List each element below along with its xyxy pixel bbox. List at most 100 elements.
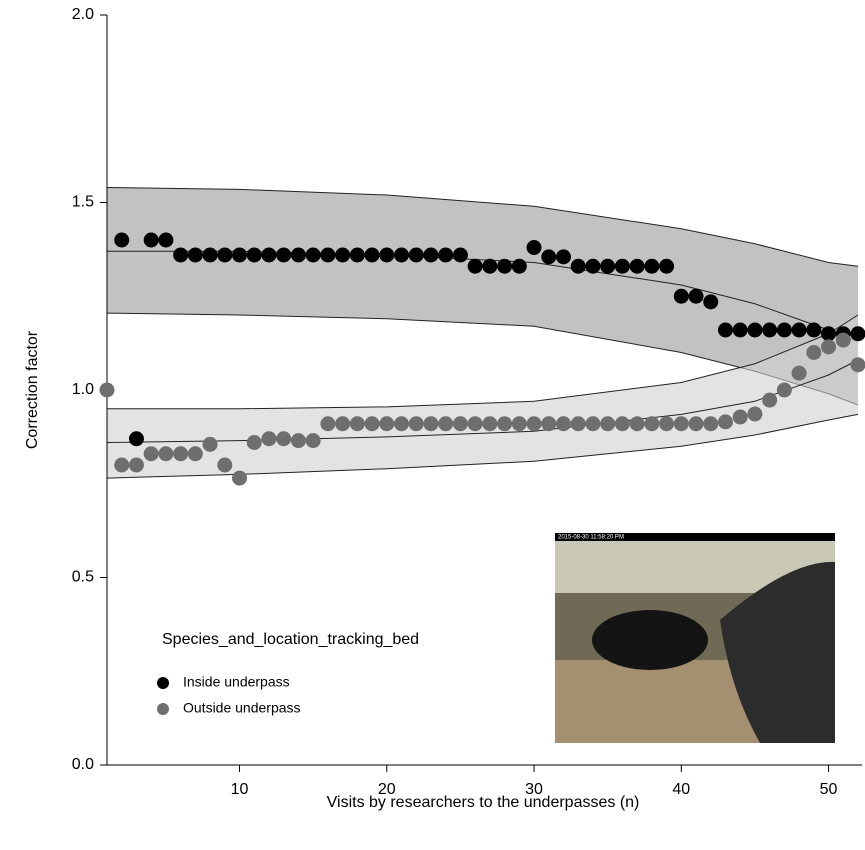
data-point (100, 383, 115, 398)
data-point (291, 433, 306, 448)
data-point (203, 437, 218, 452)
data-point (806, 323, 821, 338)
data-point (423, 248, 438, 263)
data-point (158, 233, 173, 248)
data-point (144, 446, 159, 461)
data-point (320, 248, 335, 263)
data-point (350, 248, 365, 263)
data-point (423, 416, 438, 431)
data-point (792, 323, 807, 338)
data-point (247, 435, 262, 450)
data-point (615, 259, 630, 274)
data-point (217, 248, 232, 263)
data-point (335, 248, 350, 263)
data-point (585, 416, 600, 431)
x-tick-label: 10 (231, 781, 249, 798)
data-point (821, 339, 836, 354)
x-axis-label: Visits by researchers to the underpasses… (327, 794, 640, 811)
data-point (615, 416, 630, 431)
data-point (806, 345, 821, 360)
data-point (129, 458, 144, 473)
data-point (261, 248, 276, 263)
data-point (571, 259, 586, 274)
data-point (527, 416, 542, 431)
data-point (703, 416, 718, 431)
inset-photo: 2015-08-30 11:58:20 PM (555, 533, 835, 743)
data-point (851, 326, 865, 341)
data-point (438, 248, 453, 263)
data-point (173, 446, 188, 461)
data-point (777, 323, 792, 338)
data-point (306, 248, 321, 263)
data-point (482, 416, 497, 431)
legend-label: Inside underpass (183, 674, 290, 690)
data-point (409, 248, 424, 263)
legend-marker (157, 703, 169, 715)
data-point (144, 233, 159, 248)
data-point (762, 323, 777, 338)
data-point (276, 431, 291, 446)
x-tick-label: 40 (672, 781, 690, 798)
data-point (379, 248, 394, 263)
data-point (541, 249, 556, 264)
data-point (659, 259, 674, 274)
photo-bear (592, 610, 708, 670)
data-point (188, 248, 203, 263)
y-tick-label: 0.5 (72, 569, 94, 586)
data-point (468, 416, 483, 431)
data-point (718, 414, 733, 429)
data-point (438, 416, 453, 431)
data-point (836, 333, 851, 348)
data-point (158, 446, 173, 461)
data-point (365, 416, 380, 431)
data-point (232, 471, 247, 486)
data-point (394, 248, 409, 263)
data-point (453, 416, 468, 431)
data-point (217, 458, 232, 473)
data-point (630, 416, 645, 431)
x-tick-label: 30 (525, 781, 543, 798)
x-tick-label: 20 (378, 781, 396, 798)
data-point (747, 323, 762, 338)
data-point (394, 416, 409, 431)
data-point (674, 416, 689, 431)
data-point (644, 259, 659, 274)
data-point (644, 416, 659, 431)
data-point (600, 416, 615, 431)
data-point (556, 249, 571, 264)
data-point (527, 240, 542, 255)
legend-marker (157, 677, 169, 689)
data-point (379, 416, 394, 431)
data-point (409, 416, 424, 431)
data-point (306, 433, 321, 448)
data-point (335, 416, 350, 431)
data-point (718, 323, 733, 338)
data-point (747, 407, 762, 422)
y-axis-label: Correction factor (24, 330, 41, 449)
y-tick-label: 1.0 (72, 381, 94, 398)
data-point (541, 416, 556, 431)
data-point (468, 259, 483, 274)
x-tick-label: 50 (820, 781, 838, 798)
data-point (777, 383, 792, 398)
y-tick-label: 2.0 (72, 6, 94, 23)
data-point (173, 248, 188, 263)
data-point (188, 446, 203, 461)
data-point (114, 233, 129, 248)
data-point (733, 323, 748, 338)
data-point (320, 416, 335, 431)
data-point (762, 393, 777, 408)
data-point (482, 259, 497, 274)
data-point (232, 248, 247, 263)
data-point (571, 416, 586, 431)
data-point (453, 248, 468, 263)
y-tick-label: 1.5 (72, 194, 94, 211)
data-point (585, 259, 600, 274)
legend-label: Outside underpass (183, 700, 301, 716)
data-point (497, 259, 512, 274)
data-point (512, 259, 527, 274)
data-point (703, 294, 718, 309)
data-point (512, 416, 527, 431)
data-point (247, 248, 262, 263)
